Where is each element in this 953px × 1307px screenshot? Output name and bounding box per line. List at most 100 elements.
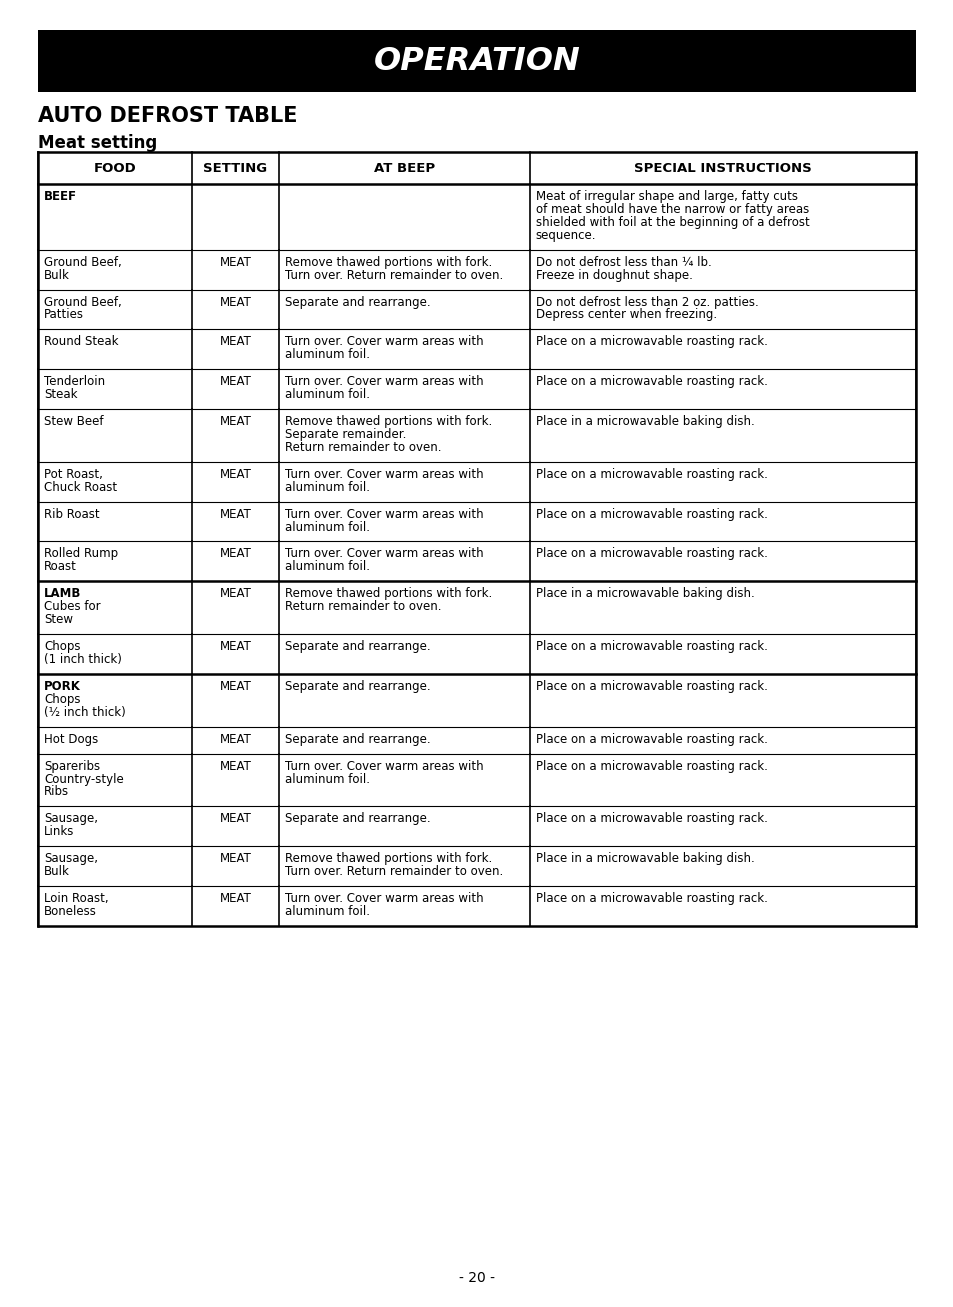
Bar <box>38 30 915 91</box>
Text: SETTING: SETTING <box>203 162 268 175</box>
Text: SPECIAL INSTRUCTIONS: SPECIAL INSTRUCTIONS <box>634 162 811 175</box>
Text: aluminum foil.: aluminum foil. <box>285 348 370 361</box>
Text: Country-style: Country-style <box>44 772 124 786</box>
Text: MEAT: MEAT <box>219 852 252 865</box>
Text: of meat should have the narrow or fatty areas: of meat should have the narrow or fatty … <box>536 203 808 216</box>
Text: Loin Roast,: Loin Roast, <box>44 893 109 904</box>
Text: Patties: Patties <box>44 308 84 322</box>
Text: sequence.: sequence. <box>536 229 596 242</box>
Text: - 20 -: - 20 - <box>458 1270 495 1285</box>
Text: BEEF: BEEF <box>44 190 77 203</box>
Text: Turn over. Cover warm areas with: Turn over. Cover warm areas with <box>285 336 483 349</box>
Text: Turn over. Return remainder to oven.: Turn over. Return remainder to oven. <box>285 269 503 281</box>
Text: Chuck Roast: Chuck Roast <box>44 481 117 494</box>
Text: Depress center when freezing.: Depress center when freezing. <box>536 308 716 322</box>
Text: Turn over. Return remainder to oven.: Turn over. Return remainder to oven. <box>285 865 503 878</box>
Text: Place on a microwavable roasting rack.: Place on a microwavable roasting rack. <box>536 759 767 772</box>
Text: Turn over. Cover warm areas with: Turn over. Cover warm areas with <box>285 548 483 561</box>
Text: Stew Beef: Stew Beef <box>44 416 103 427</box>
Text: Place on a microwavable roasting rack.: Place on a microwavable roasting rack. <box>536 733 767 746</box>
Text: Pot Roast,: Pot Roast, <box>44 468 103 481</box>
Text: Separate and rearrange.: Separate and rearrange. <box>285 640 431 654</box>
Text: Chops: Chops <box>44 640 80 654</box>
Text: Sausage,: Sausage, <box>44 813 98 825</box>
Text: Place in a microwavable baking dish.: Place in a microwavable baking dish. <box>536 852 754 865</box>
Text: Meat setting: Meat setting <box>38 135 157 152</box>
Text: (½ inch thick): (½ inch thick) <box>44 706 126 719</box>
Text: MEAT: MEAT <box>219 507 252 520</box>
Text: Freeze in doughnut shape.: Freeze in doughnut shape. <box>536 269 692 281</box>
Text: Tenderloin: Tenderloin <box>44 375 105 388</box>
Text: Separate and rearrange.: Separate and rearrange. <box>285 813 431 825</box>
Text: Place on a microwavable roasting rack.: Place on a microwavable roasting rack. <box>536 507 767 520</box>
Text: Turn over. Cover warm areas with: Turn over. Cover warm areas with <box>285 375 483 388</box>
Text: Steak: Steak <box>44 388 77 401</box>
Text: AT BEEP: AT BEEP <box>374 162 435 175</box>
Text: MEAT: MEAT <box>219 548 252 561</box>
Text: MEAT: MEAT <box>219 375 252 388</box>
Text: MEAT: MEAT <box>219 256 252 269</box>
Text: Return remainder to oven.: Return remainder to oven. <box>285 440 441 454</box>
Text: shielded with foil at the beginning of a defrost: shielded with foil at the beginning of a… <box>536 216 808 229</box>
Text: Remove thawed portions with fork.: Remove thawed portions with fork. <box>285 587 492 600</box>
Text: MEAT: MEAT <box>219 295 252 308</box>
Text: Spareribs: Spareribs <box>44 759 100 772</box>
Text: Cubes for: Cubes for <box>44 600 100 613</box>
Text: Ribs: Ribs <box>44 786 69 799</box>
Text: Place on a microwavable roasting rack.: Place on a microwavable roasting rack. <box>536 468 767 481</box>
Text: Remove thawed portions with fork.: Remove thawed portions with fork. <box>285 256 492 269</box>
Text: Remove thawed portions with fork.: Remove thawed portions with fork. <box>285 852 492 865</box>
Text: Return remainder to oven.: Return remainder to oven. <box>285 600 441 613</box>
Text: MEAT: MEAT <box>219 893 252 904</box>
Text: Round Steak: Round Steak <box>44 336 118 349</box>
Text: aluminum foil.: aluminum foil. <box>285 481 370 494</box>
Text: Place on a microwavable roasting rack.: Place on a microwavable roasting rack. <box>536 548 767 561</box>
Text: aluminum foil.: aluminum foil. <box>285 388 370 401</box>
Text: Do not defrost less than ¼ lb.: Do not defrost less than ¼ lb. <box>536 256 711 269</box>
Text: Rib Roast: Rib Roast <box>44 507 99 520</box>
Text: Separate and rearrange.: Separate and rearrange. <box>285 295 431 308</box>
Text: Do not defrost less than 2 oz. patties.: Do not defrost less than 2 oz. patties. <box>536 295 758 308</box>
Text: OPERATION: OPERATION <box>374 46 579 77</box>
Text: Meat of irregular shape and large, fatty cuts: Meat of irregular shape and large, fatty… <box>536 190 797 203</box>
Text: Place on a microwavable roasting rack.: Place on a microwavable roasting rack. <box>536 336 767 349</box>
Text: PORK: PORK <box>44 680 81 693</box>
Text: aluminum foil.: aluminum foil. <box>285 904 370 918</box>
Text: Bulk: Bulk <box>44 269 70 281</box>
Text: Separate and rearrange.: Separate and rearrange. <box>285 733 431 746</box>
Text: FOOD: FOOD <box>93 162 136 175</box>
Text: Sausage,: Sausage, <box>44 852 98 865</box>
Text: Chops: Chops <box>44 693 80 706</box>
Text: Place on a microwavable roasting rack.: Place on a microwavable roasting rack. <box>536 640 767 654</box>
Text: (1 inch thick): (1 inch thick) <box>44 654 122 667</box>
Text: Place on a microwavable roasting rack.: Place on a microwavable roasting rack. <box>536 375 767 388</box>
Text: Hot Dogs: Hot Dogs <box>44 733 98 746</box>
Text: MEAT: MEAT <box>219 468 252 481</box>
Text: Ground Beef,: Ground Beef, <box>44 295 122 308</box>
Text: Place on a microwavable roasting rack.: Place on a microwavable roasting rack. <box>536 813 767 825</box>
Text: Turn over. Cover warm areas with: Turn over. Cover warm areas with <box>285 507 483 520</box>
Text: Place in a microwavable baking dish.: Place in a microwavable baking dish. <box>536 416 754 427</box>
Text: MEAT: MEAT <box>219 336 252 349</box>
Text: Separate remainder.: Separate remainder. <box>285 427 406 440</box>
Text: aluminum foil.: aluminum foil. <box>285 561 370 574</box>
Text: MEAT: MEAT <box>219 640 252 654</box>
Text: Place in a microwavable baking dish.: Place in a microwavable baking dish. <box>536 587 754 600</box>
Text: aluminum foil.: aluminum foil. <box>285 772 370 786</box>
Text: Turn over. Cover warm areas with: Turn over. Cover warm areas with <box>285 468 483 481</box>
Text: Links: Links <box>44 825 74 838</box>
Text: Turn over. Cover warm areas with: Turn over. Cover warm areas with <box>285 893 483 904</box>
Text: Ground Beef,: Ground Beef, <box>44 256 122 269</box>
Text: AUTO DEFROST TABLE: AUTO DEFROST TABLE <box>38 106 297 125</box>
Text: Rolled Rump: Rolled Rump <box>44 548 118 561</box>
Text: Bulk: Bulk <box>44 865 70 878</box>
Text: Separate and rearrange.: Separate and rearrange. <box>285 680 431 693</box>
Text: Remove thawed portions with fork.: Remove thawed portions with fork. <box>285 416 492 427</box>
Text: LAMB: LAMB <box>44 587 81 600</box>
Text: MEAT: MEAT <box>219 759 252 772</box>
Text: MEAT: MEAT <box>219 587 252 600</box>
Text: Place on a microwavable roasting rack.: Place on a microwavable roasting rack. <box>536 893 767 904</box>
Text: Stew: Stew <box>44 613 73 626</box>
Text: MEAT: MEAT <box>219 416 252 427</box>
Text: Boneless: Boneless <box>44 904 97 918</box>
